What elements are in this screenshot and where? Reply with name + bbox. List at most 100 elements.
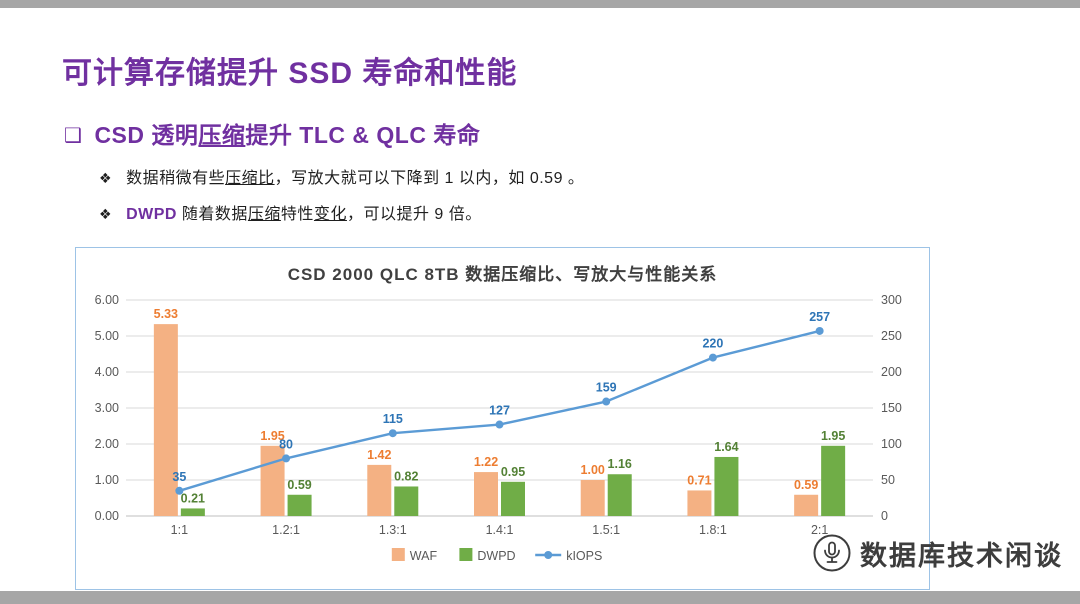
- bullet-point: ❖ 数据稍微有些压缩比，写放大就可以下降到 1 以内，如 0.59 。: [99, 164, 584, 188]
- line-value-label: 80: [279, 437, 293, 451]
- bar-value-label: 1.16: [608, 457, 632, 471]
- bar-value-label: 0.71: [687, 473, 711, 487]
- bar-waf: [260, 445, 285, 516]
- y-right-tick-label: 250: [881, 329, 902, 343]
- bar-value-label: 0.21: [181, 491, 205, 505]
- x-tick-label: 1.4:1: [486, 523, 514, 537]
- bullet-point: ❖ DWPD 随着数据压缩特性变化，可以提升 9 倍。: [99, 200, 584, 224]
- x-tick-label: 1.8:1: [699, 523, 727, 537]
- diamond-bullet-icon: ❖: [99, 206, 113, 222]
- bar-value-label: 0.95: [501, 465, 525, 479]
- text-segment: ，写放大就可以下降到 1 以内，如 0.59 。: [274, 170, 585, 187]
- bar-value-label: 1.95: [260, 429, 284, 443]
- text-segment: 压缩比: [225, 170, 275, 187]
- y-right-tick-label: 50: [881, 473, 895, 487]
- bar-value-label: 1.64: [714, 440, 738, 454]
- section-heading: ❑ CSD 透明压缩提升 TLC & QLC 寿命: [64, 116, 480, 150]
- bar-dwpd: [821, 445, 846, 516]
- y-left-tick-label: 3.00: [95, 401, 119, 415]
- line-value-label: 35: [172, 470, 186, 484]
- bar-value-label: 1.42: [367, 448, 391, 462]
- text-segment: 变化: [313, 206, 347, 223]
- line-value-label: 127: [489, 404, 510, 418]
- text-segment: 压缩: [198, 122, 246, 148]
- watermark-text: 数据库技术闲谈: [860, 540, 1063, 571]
- y-left-tick-label: 2.00: [95, 437, 119, 451]
- chart-panel: CSD 2000 QLC 8TB 数据压缩比、写放大与性能关系 0.00 1.00…: [75, 247, 930, 590]
- bar-dwpd: [501, 481, 525, 516]
- x-tick-label: 1.2:1: [272, 523, 300, 537]
- chart-plot: 0.00 1.00 2.00 3.00 4.00 5.00 6.00 0 50 100 150 200…: [95, 293, 902, 563]
- text-segment: 特性: [280, 206, 314, 223]
- bar-value-label: 0.59: [287, 478, 311, 492]
- y-right-tick-label: 100: [881, 437, 902, 451]
- bar-waf: [153, 324, 178, 516]
- legend-label: DWPD: [477, 549, 515, 563]
- y-left-tick-label: 1.00: [95, 473, 119, 487]
- y-right-tick-label: 150: [881, 401, 902, 415]
- y-right-tick-label: 200: [881, 365, 902, 379]
- legend-line-marker: [544, 551, 553, 559]
- bullet-point-text: 数据稍微有些压缩比，写放大就可以下降到 1 以内，如 0.59 。: [126, 170, 584, 187]
- line-marker: [495, 420, 504, 429]
- section-heading-text: CSD 透明压缩提升 TLC & QLC 寿命: [94, 122, 480, 148]
- chart-title: CSD 2000 QLC 8TB 数据压缩比、写放大与性能关系: [287, 265, 718, 284]
- line-value-label: 220: [702, 337, 723, 351]
- text-segment: DWPD: [126, 206, 177, 223]
- square-bullet-icon: ❑: [64, 125, 83, 147]
- bar-waf: [580, 480, 605, 516]
- legend-swatch: [391, 548, 405, 561]
- line-marker: [388, 429, 397, 438]
- y-left-tick-label: 6.00: [95, 293, 119, 307]
- bar-dwpd: [714, 456, 739, 516]
- bar-value-label: 1.22: [474, 455, 498, 469]
- bar-waf: [687, 490, 712, 516]
- bullet-list: ❖ 数据稍微有些压缩比，写放大就可以下降到 1 以内，如 0.59 。 ❖ DWPD …: [99, 164, 584, 236]
- bar-waf: [474, 472, 498, 516]
- bar-value-label: 1.95: [821, 429, 845, 443]
- legend-label: kIOPS: [566, 549, 602, 563]
- x-tick-label: 2:1: [811, 523, 828, 537]
- line-value-label: 257: [809, 310, 830, 324]
- bullet-point-text: DWPD 随着数据压缩特性变化，可以提升 9 倍。: [126, 206, 482, 223]
- line-marker: [815, 326, 824, 335]
- line-value-label: 115: [383, 412, 403, 426]
- page-title: 可计算存储提升 SSD 寿命和性能: [62, 57, 518, 90]
- legend-swatch: [459, 548, 473, 561]
- line-marker: [602, 397, 611, 406]
- y-right-tick-label: 0: [881, 509, 888, 523]
- x-tick-label: 1.3:1: [379, 523, 407, 537]
- bar-dwpd: [287, 494, 312, 516]
- diamond-bullet-icon: ❖: [99, 170, 113, 186]
- x-tick-label: 1:1: [171, 523, 188, 537]
- top-border: [0, 0, 1080, 8]
- y-right-tick-label: 300: [881, 293, 902, 307]
- bar-dwpd: [180, 508, 205, 516]
- legend-label: WAF: [410, 549, 438, 563]
- microphone-icon: [813, 534, 851, 572]
- text-segment: 提升 TLC & QLC 寿命: [245, 122, 481, 148]
- bar-dwpd: [607, 474, 632, 516]
- text-segment: ，可以提升 9 倍。: [346, 206, 482, 223]
- y-left-tick-label: 0.00: [95, 509, 119, 523]
- text-segment: 随着数据: [176, 206, 248, 223]
- text-segment: 压缩: [247, 206, 281, 223]
- line-marker: [708, 353, 717, 362]
- text-segment: 数据稍微有些: [126, 170, 226, 187]
- bottom-border: [0, 591, 1080, 604]
- bar-waf: [794, 494, 819, 516]
- y-left-tick-label: 4.00: [95, 365, 119, 379]
- line-value-label: 159: [596, 381, 617, 395]
- bar-value-label: 5.33: [154, 307, 178, 321]
- y-left-tick-label: 5.00: [95, 329, 119, 343]
- watermark: 数据库技术闲谈: [812, 533, 1063, 573]
- bar-value-label: 0.82: [394, 469, 418, 483]
- x-tick-label: 1.5:1: [592, 523, 620, 537]
- bar-value-label: 0.59: [794, 478, 818, 492]
- line-marker: [282, 454, 291, 463]
- text-segment: CSD 透明: [94, 122, 199, 148]
- bar-dwpd: [394, 486, 419, 516]
- bar-waf: [367, 464, 392, 516]
- bar-value-label: 1.00: [581, 463, 605, 477]
- line-marker: [175, 486, 184, 495]
